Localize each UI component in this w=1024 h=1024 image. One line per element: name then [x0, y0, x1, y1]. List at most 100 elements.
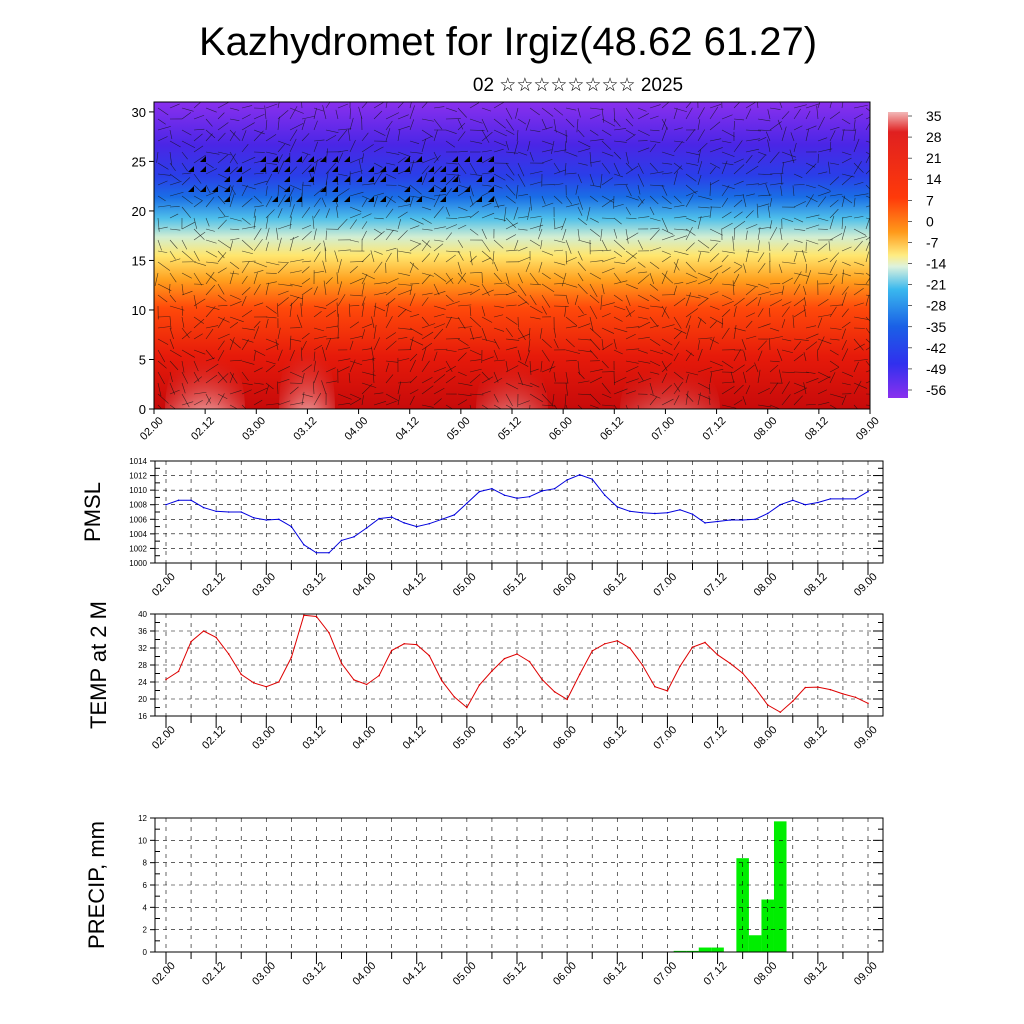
wind-barb-flag [308, 156, 314, 162]
wind-vector [313, 159, 318, 175]
wind-vector [409, 353, 418, 362]
wind-vector [673, 228, 689, 231]
wind-vector [613, 294, 623, 302]
wind-vector [241, 184, 256, 190]
wind-vector [373, 282, 387, 285]
wind-vector [637, 316, 649, 320]
wind-vector [481, 239, 491, 252]
data-point [252, 517, 255, 519]
y-tick-label: 16 [138, 712, 147, 721]
wind-vector [778, 264, 783, 274]
wind-vector [577, 371, 585, 380]
wind-vector [457, 261, 463, 275]
wind-vector [469, 118, 483, 124]
wind-vector [265, 209, 275, 219]
wind-vector [769, 172, 784, 175]
wind-vector [865, 370, 870, 373]
wind-vector [505, 365, 519, 373]
wind-vector [757, 350, 763, 362]
wind-vector [745, 183, 759, 186]
wind-vector [205, 349, 215, 360]
data-point [415, 525, 418, 528]
wind-vector [253, 367, 263, 373]
wind-barb-flag [404, 196, 410, 202]
wind-vector [277, 140, 291, 146]
wind-vector [805, 269, 812, 285]
data-point [741, 672, 744, 674]
wind-vector [540, 239, 543, 250]
wind-barb-flag [272, 196, 278, 202]
wind-vector [169, 140, 181, 148]
wind-vector [600, 173, 603, 189]
wind-vector [577, 305, 584, 314]
wind-vector [517, 294, 530, 305]
wind-vector [589, 217, 599, 223]
wind-vector [853, 113, 864, 120]
wind-vector [361, 296, 366, 307]
wind-vector [157, 180, 168, 186]
colorbar-label: 7 [926, 192, 934, 208]
y-tick-label: 1000 [129, 559, 147, 568]
wind-vector [745, 138, 761, 142]
wind-barb-flag [464, 156, 470, 162]
wind-vector [313, 305, 327, 309]
wind-vector [577, 261, 587, 272]
data-point [829, 498, 832, 500]
wind-vector [205, 271, 215, 285]
wind-vector [325, 380, 338, 384]
wind-vector [349, 108, 351, 120]
data-point [754, 518, 756, 521]
wind-vector [853, 161, 862, 175]
wind-vector [265, 305, 277, 314]
wind-vector [193, 133, 203, 142]
wind-vector [325, 134, 337, 142]
wind-vector [157, 126, 171, 131]
wind-barb-flag [416, 156, 422, 162]
wind-vector [301, 207, 311, 219]
wind-vector [708, 395, 711, 406]
wind-vector [277, 262, 289, 274]
wind-vector [337, 402, 351, 406]
data-point [177, 499, 180, 502]
wind-barb-flag [404, 166, 410, 172]
wind-vector [733, 266, 743, 274]
wind-vector [589, 228, 601, 237]
wind-vector [553, 162, 561, 173]
wind-vector [661, 398, 674, 406]
wind-vector [253, 326, 260, 340]
wind-vector [193, 195, 203, 201]
wind-vector [169, 173, 180, 182]
data-point [215, 510, 217, 513]
wind-vector [661, 162, 673, 165]
wind-vector [517, 382, 533, 387]
wind-vector [792, 185, 795, 197]
wind-vector [541, 272, 551, 280]
wind-vector [373, 192, 385, 197]
wind-vector [541, 338, 552, 349]
wind-vector [565, 118, 575, 128]
data-point [716, 520, 719, 523]
wind-vector [649, 206, 655, 216]
wind-vector [601, 177, 613, 186]
wind-vector [625, 134, 636, 142]
wind-vector [349, 335, 363, 340]
wind-vector [349, 239, 359, 243]
wind-vector [817, 102, 821, 109]
wind-vector [754, 362, 759, 373]
wind-vector [769, 360, 780, 363]
wind-vector [373, 324, 377, 340]
wind-vector [493, 239, 504, 249]
wind-vector [253, 129, 265, 135]
wind-vector [193, 145, 204, 153]
wind-vector [385, 286, 397, 296]
wind-vector [469, 228, 479, 236]
wind-vector [817, 257, 828, 263]
wind-vector [265, 318, 269, 329]
wind-vector [264, 105, 267, 120]
wind-vector [613, 404, 618, 409]
wind-vector [649, 162, 659, 172]
wind-vector [853, 216, 864, 219]
wind-vector [805, 224, 820, 230]
wind-vector [421, 165, 430, 175]
